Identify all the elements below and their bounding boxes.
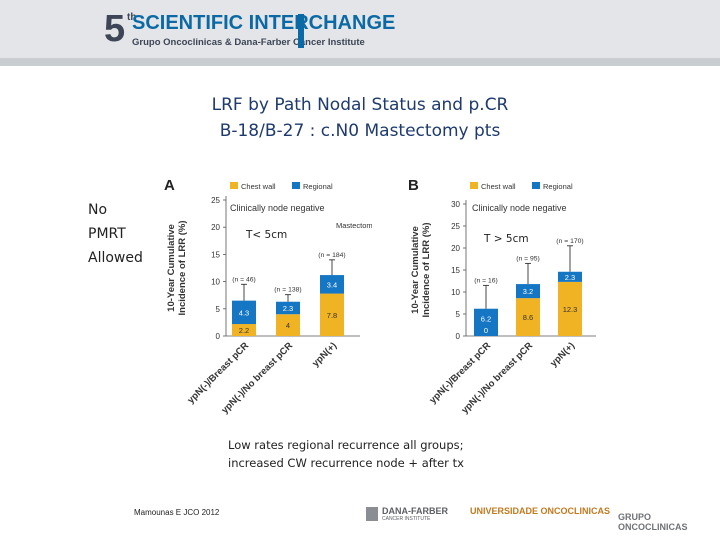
legend-swatch-regional (292, 182, 300, 189)
value-label-chest-wall: 8.6 (523, 313, 533, 322)
y-axis-title-line2: Incidence of LRR (%) (177, 220, 188, 315)
bar-regional (232, 300, 256, 325)
value-label-regional: 3.2 (523, 287, 533, 296)
y-tick-label: 0 (456, 332, 461, 341)
y-axis-title-line2: Incidence of LRR (%) (421, 222, 432, 317)
slide-title-line1: LRF by Path Nodal Status and p.CR (211, 95, 509, 115)
panel-letter: A (164, 177, 175, 194)
value-label-chest-wall: 7.8 (327, 311, 337, 320)
y-tick-label: 15 (451, 266, 460, 275)
y-tick-label: 25 (211, 196, 220, 205)
y-tick-label: 20 (211, 223, 220, 232)
chart-corner-label: Mastectomy (336, 221, 372, 230)
bar-chest-wall (516, 298, 540, 336)
category-label: ypN(+) (548, 340, 577, 369)
value-label-regional: 3.4 (327, 280, 337, 289)
grupo-logo: GRUPO ONCOCLINICAS (618, 512, 688, 532)
value-label-regional: 6.2 (481, 314, 491, 323)
event-subtitle: Grupo Oncoclinicas & Dana-Farber Cancer … (132, 37, 365, 48)
sample-size-label: (n = 95) (516, 255, 540, 262)
y-tick-label: 0 (216, 332, 221, 341)
university-logo: UNIVERSIDADE ONCOCLINICAS (470, 506, 611, 516)
bar-chest-wall (276, 314, 300, 336)
y-tick-label: 10 (211, 278, 220, 287)
bar-chest-wall (320, 293, 344, 336)
bar-regional (276, 301, 300, 315)
bar-regional (474, 308, 498, 336)
y-axis-title-line1: 10-Year Cumulative (166, 224, 177, 312)
slide-title-line2: B-18/B-27 : c.N0 Mastectomy pts (219, 121, 501, 141)
pmrt-label: No PMRT Allowed (88, 198, 143, 270)
bar-regional (558, 271, 582, 282)
edition-number: 5 (104, 8, 125, 50)
sample-size-label: (n = 170) (556, 238, 583, 245)
value-label-chest-wall: 0 (484, 326, 488, 335)
edition-suffix: th (127, 12, 137, 23)
value-label-regional: 2.3 (565, 273, 575, 282)
size-annotation: T > 5cm (483, 233, 529, 245)
citation: Mamounas E JCO 2012 (134, 508, 220, 517)
legend-label-chest-wall: Chest wall (241, 182, 276, 191)
sample-size-label: (n = 184) (318, 252, 345, 259)
y-axis-title-line1: 10-Year Cumulative (410, 226, 421, 314)
chart-panel-b: B Chest wall Regional Clinically node negat… (408, 177, 596, 416)
sample-size-label: (n = 46) (232, 276, 256, 283)
value-label-chest-wall: 2.2 (239, 326, 249, 335)
bar-chest-wall (232, 324, 256, 336)
sample-size-label: (n = 138) (274, 287, 301, 294)
slide-title: LRF by Path Nodal Status and p.CR B-18/B… (120, 92, 600, 144)
bar-regional (516, 284, 540, 299)
pmrt-label-line: PMRT (88, 226, 126, 242)
size-annotation: T< 5cm (245, 229, 287, 241)
value-label-regional: 2.3 (283, 304, 293, 313)
panel-letter: B (408, 177, 419, 194)
legend-swatch-regional (532, 182, 540, 189)
y-tick-label: 5 (456, 310, 461, 319)
y-tick-label: 15 (211, 250, 220, 259)
y-tick-label: 25 (451, 222, 460, 231)
pmrt-label-line: Allowed (88, 250, 143, 266)
sample-size-label: (n = 16) (474, 277, 498, 284)
category-label: ypN(+) (310, 340, 339, 369)
bar-regional (320, 275, 344, 294)
findings-note-line: Low rates regional recurrence all groups… (228, 438, 464, 452)
y-tick-label: 10 (451, 288, 460, 297)
header-bar (0, 0, 720, 64)
value-label-regional: 4.3 (239, 308, 249, 317)
value-label-chest-wall: 4 (286, 321, 290, 330)
legend-label-regional: Regional (543, 182, 573, 191)
legend-swatch-chest-wall (230, 182, 238, 189)
dana-farber-logo-sub: CANCER INSTITUTE (382, 516, 431, 522)
value-label-chest-wall: 12.3 (563, 305, 578, 314)
dana-farber-logo-text: DANA-FARBER (382, 506, 448, 516)
pmrt-label-line: No (88, 202, 108, 218)
category-label: ypN(-)/No breast pCR (459, 340, 535, 416)
chart-panel-a: A Chest wall Regional Clinically node negat… (164, 177, 372, 416)
event-logo-badge (298, 14, 304, 48)
legend-label-chest-wall: Chest wall (481, 182, 516, 191)
bar-chest-wall (558, 281, 582, 336)
findings-note-line: increased CW recurrence node + after tx (228, 456, 464, 470)
legend-swatch-chest-wall (470, 182, 478, 189)
y-tick-label: 5 (216, 305, 221, 314)
y-tick-label: 20 (451, 244, 460, 253)
event-title: SCIENTIFIC INTERCHANGE (132, 12, 396, 34)
chart-subtitle: Clinically node negative (472, 203, 567, 213)
y-tick-label: 30 (451, 200, 460, 209)
dana-farber-mark-icon (366, 507, 378, 521)
dana-farber-logo: DANA-FARBER CANCER INSTITUTE (382, 506, 448, 522)
findings-note: Low rates regional recurrence all groups… (228, 436, 464, 472)
legend-label-regional: Regional (303, 182, 333, 191)
chart-subtitle: Clinically node negative (230, 203, 325, 213)
header-divider (0, 58, 720, 66)
